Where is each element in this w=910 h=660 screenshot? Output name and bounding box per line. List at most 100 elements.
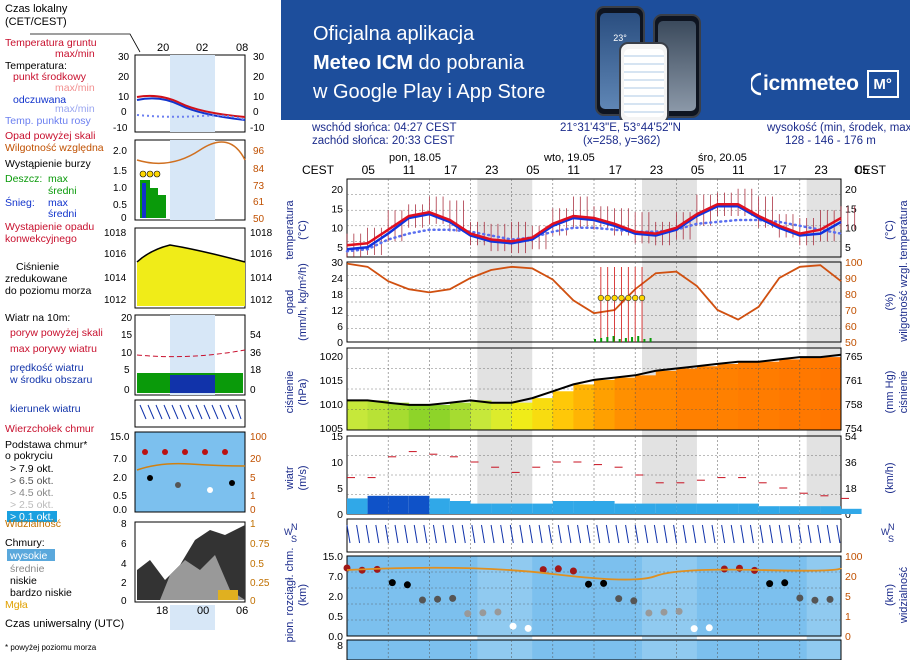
legend-convective-2: konwekcyjnego: [5, 233, 77, 245]
pressure-mmhg-tick: 754: [845, 423, 863, 435]
legend-temp-tick-r: 20: [253, 72, 265, 83]
wind-speed-bar: [449, 501, 471, 514]
legend-pressure-tick: 1018: [104, 228, 127, 239]
legend-humidity-tick: 50: [253, 214, 265, 225]
rain-bar: [649, 338, 652, 342]
temp-tick-r: 15: [845, 203, 857, 215]
winddir-arrow: [346, 524, 351, 544]
storm-dot: [618, 294, 625, 302]
humidity-tick: 60: [845, 321, 857, 333]
legend-humidity-line: [136, 141, 246, 165]
legend-okt-3: > 4.5 okt.: [10, 487, 54, 499]
legend-rain-bar: [150, 188, 158, 218]
legend-okt-1: > 7.9 okt.: [10, 463, 54, 475]
legend-pressure-tick: 1014: [104, 273, 127, 284]
wind-speed-bar: [779, 506, 800, 514]
wind-speed-bar: [367, 495, 389, 514]
legend-clouds-tick: 2: [121, 578, 127, 589]
winddir-arrow: [778, 524, 783, 544]
legend-temp-tick: 0: [121, 107, 127, 118]
legend-temp-title: Temperatura:: [5, 60, 67, 72]
winddir-arrow: [509, 524, 514, 544]
legend-temp-maxmin: max/min: [55, 82, 95, 94]
precip-tick: 6: [337, 321, 343, 333]
winddir-arrow: [442, 524, 447, 544]
hour-label: 17: [444, 163, 458, 177]
banner-line2: Meteo ICM do pobrania: [313, 49, 545, 78]
local-tick-02: 02: [196, 42, 208, 54]
cloudbase-dot: [675, 607, 683, 615]
cloud-axis-label: pion. rozciągł. chm.: [284, 548, 296, 643]
wind-speed-bar: [552, 501, 574, 514]
winddir-arrow: [365, 524, 370, 544]
wind-speed-bar: [408, 495, 430, 514]
legend-cloud-top: Wierzchołek chmur: [5, 423, 95, 435]
humidity-tick: 100: [845, 257, 863, 269]
day-label-3: śro, 20.05: [698, 152, 747, 164]
app-banner[interactable]: Oficjalna aplikacja Meteo ICM do pobrani…: [281, 0, 910, 120]
sunrise-text: wschód słońca: 04:27 CEST: [312, 122, 457, 134]
pressure-fill: [676, 368, 698, 430]
logo-badge: M°: [866, 70, 899, 98]
legend-temp-tick: 30: [118, 52, 130, 63]
legend-rain-max: max: [48, 173, 69, 185]
temp-line: [346, 203, 842, 247]
temp-axis-label-r: temperatura: [898, 199, 910, 259]
legend-humidity-tick: 96: [253, 146, 265, 157]
legend-clouds-high-label: wysokie: [9, 550, 48, 562]
cloudbase-dot: [781, 579, 789, 587]
sunset-text: zachód słońca: 20:33 CEST: [312, 135, 455, 147]
phone-temp: 23°: [613, 33, 627, 43]
winddir-arrow: [557, 524, 562, 544]
winddir-arrow: [807, 524, 812, 544]
legend-wind-tick-r: 18: [250, 365, 262, 376]
winddir-arrow: [749, 524, 754, 544]
winddir-arrow: [538, 524, 543, 544]
pressure-fill: [532, 398, 554, 430]
legend-winddir-panel: [134, 399, 246, 428]
legend-precip-tick: 1.5: [113, 166, 127, 177]
cloudbase-dot: [388, 579, 396, 587]
legend-cloud-dot: [175, 482, 181, 488]
winddir-arrow: [826, 524, 831, 544]
night-shade-cloud: [477, 556, 533, 660]
night-shade-cloud: [642, 556, 697, 660]
wind-speed-bar: [635, 503, 656, 514]
legend-wind-speed-1: prędkość wiatru: [10, 362, 84, 374]
legend-cloud-dot: [147, 475, 153, 481]
pressure-line: [347, 353, 842, 406]
meteogram-chart: 2015105201510530241812601009080706050102…: [284, 152, 910, 660]
rain-bar: [606, 337, 609, 342]
legend-pressure-label-1: Ciśnienie: [16, 261, 59, 273]
temp-tick-r: 20: [845, 184, 857, 196]
pressure-fill: [491, 402, 513, 430]
winddir-arrow: [423, 524, 428, 544]
hour-labels: 05 11 17 23 05 11 17 23 05 11 17 23 05: [362, 163, 870, 177]
local-time-pointer: [30, 33, 141, 53]
legend-rain-mean: średni: [48, 185, 77, 197]
pressure-fill: [511, 402, 533, 430]
winddir-arrow: [615, 524, 620, 544]
hour-label: 17: [609, 163, 623, 177]
pressure-axis-unit: (hPa): [297, 379, 309, 406]
wind-axis-label: wiatr: [284, 466, 296, 491]
pressure-fill: [696, 366, 718, 430]
banner-line2-rest: do pobrania: [413, 52, 525, 74]
legend-cloud-base-2: o pokryciu: [5, 450, 53, 462]
pressure-mmhg-label: ciśnienie: [898, 371, 910, 414]
winddir-arrow: [711, 524, 716, 544]
winddir-arrow: [577, 524, 582, 544]
winddir-arrow: [769, 524, 774, 544]
pressure-fill: [738, 361, 760, 430]
legend-storm-dot: [139, 170, 147, 178]
legend-pressure-tick-r: 1014: [250, 273, 273, 284]
cloudbase-dot: [630, 597, 638, 605]
pressure-mmhg-tick: 758: [845, 399, 863, 411]
wind-speed-bar: [532, 503, 553, 514]
rain-bar: [612, 336, 615, 342]
legend-snow-mean: średni: [48, 208, 77, 220]
legend-temp-tick-r: 10: [253, 92, 265, 103]
legend-storm: Wystąpienie burzy: [5, 158, 91, 170]
winddir-arrow: [567, 524, 572, 544]
temp-tick-r: 5: [845, 242, 851, 254]
